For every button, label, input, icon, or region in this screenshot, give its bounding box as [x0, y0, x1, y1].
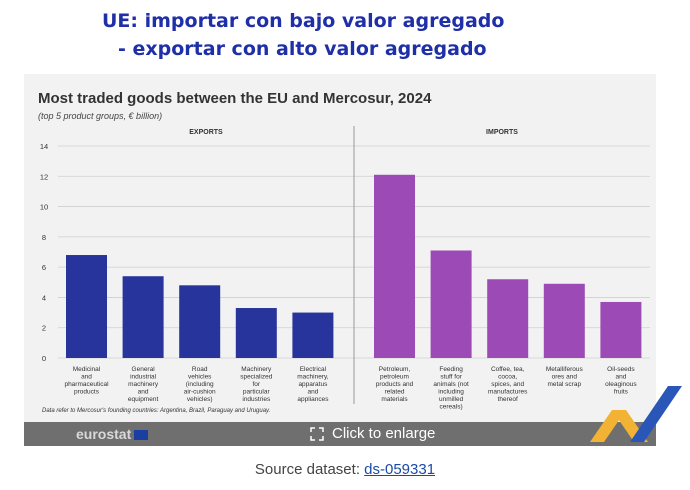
- headline-line-1: UE: importar con bajo valor agregado: [102, 10, 505, 32]
- y-tick-label: 4: [42, 293, 46, 302]
- eurostat-logo: eurostat: [76, 426, 149, 442]
- x-axis-label: Electrical machinery, apparatus and applianc…: [297, 366, 329, 403]
- gridlines: [58, 126, 650, 404]
- y-tick-label: 2: [42, 324, 46, 333]
- bar-imports-5: [600, 301, 642, 358]
- bar-exports-2: [122, 276, 164, 358]
- x-axis-label: Coffee, tea, cocoa, spices, and manufacture…: [488, 366, 528, 403]
- group-headers: EXPORTS IMPORTS: [189, 129, 518, 136]
- expand-icon: [310, 427, 324, 441]
- chart-subtitle: (top 5 product groups, € billion): [38, 111, 162, 121]
- x-axis-label: Petroleum, petroleum products and related ma…: [376, 366, 414, 403]
- corner-logo-icon: [590, 386, 682, 442]
- group-header-exports: EXPORTS: [189, 129, 223, 136]
- bar-imports-2: [430, 250, 472, 358]
- x-axis-labels: Medicinal and pharmaceutical products Genera…: [64, 366, 637, 411]
- chart-title: Most traded goods between the EU and Mer…: [38, 90, 432, 107]
- y-tick-label: 12: [40, 172, 48, 181]
- bar-imports-1: [374, 174, 415, 358]
- x-axis-label: General industrial machinery and equipment: [128, 366, 159, 403]
- y-tick-label: 10: [40, 203, 48, 212]
- bar-exports-3: [179, 285, 221, 358]
- source-dataset-link[interactable]: ds-059331: [364, 461, 436, 478]
- bar-exports-1: [66, 255, 107, 358]
- y-tick-label: 8: [42, 233, 46, 242]
- y-tick-label: 0: [42, 354, 46, 363]
- chart: Most traded goods between the EU and Mer…: [38, 90, 650, 414]
- chart-footnote: Data refer to Mercosur's founding countr…: [42, 408, 270, 414]
- bars: [66, 174, 642, 358]
- x-axis-label: Machinery specialized for particular industr…: [240, 366, 273, 403]
- x-axis-label: Road vehicles (including air-cushion vehicle…: [184, 366, 216, 403]
- x-axis-label: Metalliferous ores and metal scrap: [546, 366, 584, 388]
- y-tick-label: 6: [42, 263, 46, 272]
- y-tick-label: 14: [40, 142, 48, 151]
- bar-imports-3: [487, 279, 529, 358]
- eu-flag-icon: [134, 430, 149, 440]
- source-prefix: Source dataset:: [254, 461, 365, 478]
- chart-card[interactable]: Most traded goods between the EU and Mer…: [24, 74, 656, 426]
- click-to-enlarge-label: Click to enlarge: [332, 425, 436, 442]
- group-header-imports: IMPORTS: [486, 129, 518, 136]
- bar-exports-5: [292, 312, 334, 358]
- enlarge-bar: eurostat Click to enlarge: [24, 422, 656, 446]
- x-axis-label: Feeding stuff for animals (not including unm…: [433, 366, 469, 411]
- eurostat-logo-text: eurostat: [76, 426, 132, 442]
- headline-line-2: - exportar con alto valor agregado: [118, 38, 487, 60]
- bar-imports-4: [543, 283, 585, 358]
- x-axis-label: Medicinal and pharmaceutical products: [64, 366, 109, 396]
- click-to-enlarge-button[interactable]: Click to enlarge: [310, 424, 435, 444]
- source-line: Source dataset: ds-059331: [0, 461, 690, 478]
- y-axis: 0 2 4 6 8 10 12 14: [40, 142, 48, 363]
- bar-exports-4: [235, 308, 277, 358]
- x-axis-label: Oil-seeds and oleaginous fruits: [605, 366, 637, 396]
